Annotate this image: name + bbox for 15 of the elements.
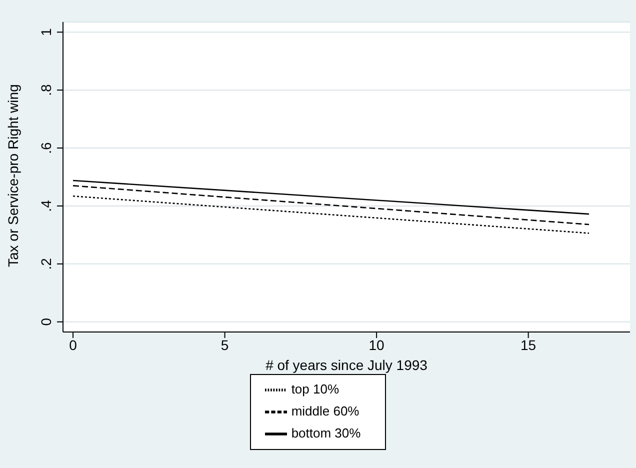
y-tick-label: .6 (38, 142, 54, 154)
y-tick-label: .8 (38, 84, 54, 96)
y-tick-label: 1 (38, 28, 54, 36)
legend-label: top 10% (291, 381, 340, 396)
x-tick-label: 10 (368, 336, 385, 353)
x-tick-label: 5 (220, 336, 229, 353)
legend-label: bottom 30% (291, 425, 361, 440)
x-tick-label: 0 (69, 336, 78, 353)
y-tick-label: .4 (38, 200, 54, 212)
y-tick-label: 0 (38, 318, 54, 326)
y-tick-label: .2 (38, 258, 54, 270)
y-axis-title: Tax or Service-pro Right wing (4, 84, 21, 267)
x-axis-title: # of years since July 1993 (266, 357, 428, 373)
legend-label: middle 60% (291, 403, 360, 418)
x-tick-label: 15 (520, 336, 536, 353)
